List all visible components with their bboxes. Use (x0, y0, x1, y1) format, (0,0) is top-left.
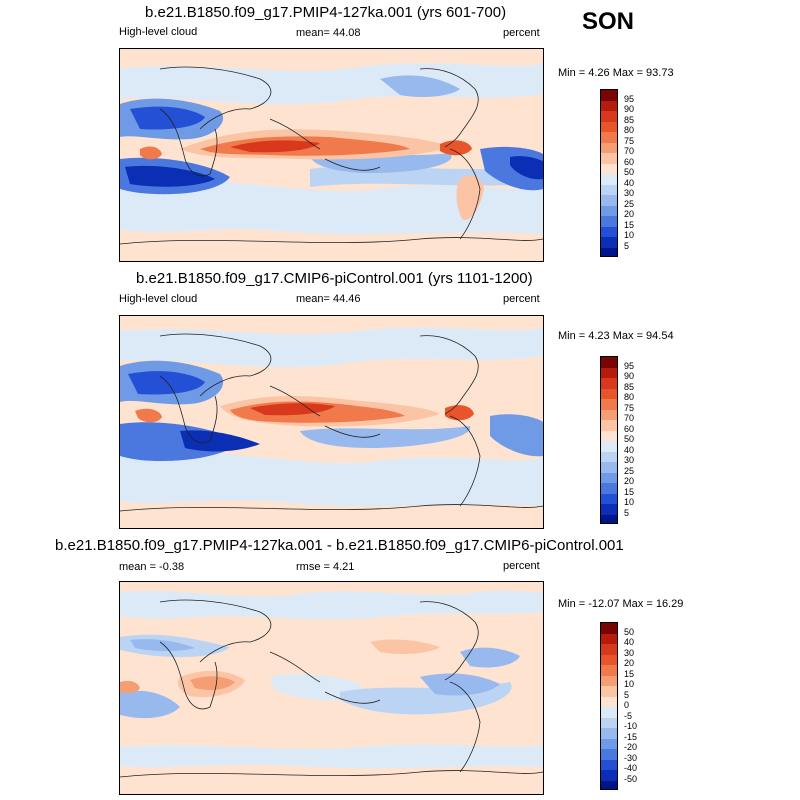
panel-2-variable-label: High-level cloud (119, 293, 198, 305)
panel-1-mean-label: mean= 44.08 (296, 27, 361, 39)
panel-3-map (119, 581, 544, 795)
colorbar-tick-label: 10 (624, 497, 635, 507)
colorbar-tick-label: 60 (624, 423, 635, 434)
colorbar-tick-label: 25 (624, 465, 635, 476)
field-patch (270, 674, 363, 701)
field-patch (140, 146, 162, 160)
field-patch (135, 408, 162, 423)
field-patch (180, 430, 260, 452)
colorbar-tick-label: 40 (624, 177, 635, 188)
field-patch (370, 639, 440, 655)
colorbar-tick-label: 50 (624, 167, 635, 177)
colorbar-tick-label: -5 (624, 710, 633, 721)
colorbar-tick-label: 5 (624, 507, 630, 518)
colorbar-tick-label: 20 (624, 209, 635, 219)
colorbar-tick-label: 95 (624, 360, 635, 371)
colorbar-tick-label: -30 (624, 752, 638, 763)
panel-1-map (119, 48, 544, 262)
colorbar-tick-label: 40 (624, 444, 635, 455)
colorbar-tick-label: -10 (624, 721, 638, 731)
panel-1-title: b.e21.B1850.f09_g17.PMIP4-127ka.001 (yrs… (145, 4, 507, 21)
field-patch (420, 673, 500, 696)
season-label: SON (582, 8, 635, 35)
field-patch (130, 106, 205, 130)
colorbar-tick-label: 25 (624, 198, 635, 209)
panel-2-colorbar (600, 356, 618, 524)
colorbar-tick-label: 95 (624, 93, 635, 104)
colorbar-tick-label: 75 (624, 402, 635, 413)
colorbar-tick-label: 60 (624, 156, 635, 167)
panel-3-colorbar (600, 622, 618, 790)
colorbar-tick-label: 5 (624, 689, 630, 700)
field-patch (190, 676, 235, 690)
panel-2-map (119, 315, 544, 529)
colorbar-tick-label: 50 (624, 434, 635, 444)
colorbar-tick-label: 50 (624, 626, 635, 637)
field-patch (380, 75, 460, 97)
field-patch (128, 371, 205, 395)
field-patch (510, 156, 543, 180)
panel-3-title: b.e21.B1850.f09_g17.PMIP4-127ka.001 - b.… (55, 537, 624, 554)
field-patch (300, 426, 471, 448)
colorbar-tick-label: 40 (624, 637, 635, 647)
panel-2-title: b.e21.B1850.f09_g17.CMIP6-piControl.001 … (136, 270, 533, 287)
field-patch (440, 140, 472, 156)
colorbar-tick-label: 0 (624, 700, 630, 710)
colorbar-tick-label: -15 (624, 731, 638, 742)
panel-2-units-label: percent (503, 293, 540, 305)
colorbar-tick-label: 15 (624, 668, 635, 679)
panel-1-colorbar (600, 89, 618, 257)
colorbar-tick-label: -50 (624, 773, 638, 784)
colorbar-tick-label: 75 (624, 135, 635, 146)
colorbar-tick-label: 15 (624, 486, 635, 497)
colorbar-tick-label: 70 (624, 146, 635, 156)
colorbar-tick-label: 80 (624, 125, 635, 135)
field-patch (120, 451, 543, 506)
panel-3-units-label: percent (503, 560, 540, 572)
field-patch (120, 590, 543, 620)
field-patch (460, 647, 520, 668)
panel-1-units-label: percent (503, 27, 540, 39)
panel-1-minmax-label: Min = 4.26 Max = 93.73 (558, 67, 674, 79)
field-patch (130, 639, 195, 651)
colorbar-tick-label: -20 (624, 742, 638, 752)
colorbar-tick-label: -40 (624, 763, 638, 773)
field-patch (456, 175, 484, 220)
panel-3-mean-label: mean = -0.38 (119, 561, 185, 573)
colorbar-tick-label: 90 (624, 371, 635, 381)
colorbar-tick-label: 20 (624, 658, 635, 668)
panel-3-minmax-label: Min = -12.07 Max = 16.29 (558, 598, 684, 610)
colorbar-tick-label: 80 (624, 392, 635, 402)
field-patch (125, 165, 215, 187)
colorbar-tick-label: 70 (624, 413, 635, 423)
field-patch (120, 744, 543, 769)
colorbar-tick-label: 5 (624, 240, 630, 251)
colorbar-tick-label: 10 (624, 679, 635, 689)
panel-3-rmse-label: rmse = 4.21 (296, 561, 355, 573)
colorbar-tick-label: 10 (624, 230, 635, 240)
colorbar-tick-label: 30 (624, 188, 635, 198)
colorbar-tick-label: 90 (624, 104, 635, 114)
field-patch (490, 414, 543, 457)
colorbar-tick-label: 85 (624, 381, 635, 392)
colorbar-tick-label: 15 (624, 219, 635, 230)
colorbar-tick-label: 30 (624, 647, 635, 658)
colorbar-tick-label: 30 (624, 455, 635, 465)
colorbar-tick-label: 20 (624, 476, 635, 486)
field-patch (120, 690, 180, 719)
field-patch (230, 140, 320, 153)
panel-1-field (120, 49, 543, 261)
field-patch (120, 179, 543, 235)
panel-1-variable-label: High-level cloud (119, 26, 198, 38)
colorbar-tick-label: 85 (624, 114, 635, 125)
panel-3-field (120, 582, 543, 794)
panel-2-mean-label: mean= 44.46 (296, 293, 361, 305)
panel-2-minmax-label: Min = 4.23 Max = 94.54 (558, 330, 674, 342)
panel-2-field (120, 316, 543, 528)
field-patch (120, 680, 140, 694)
